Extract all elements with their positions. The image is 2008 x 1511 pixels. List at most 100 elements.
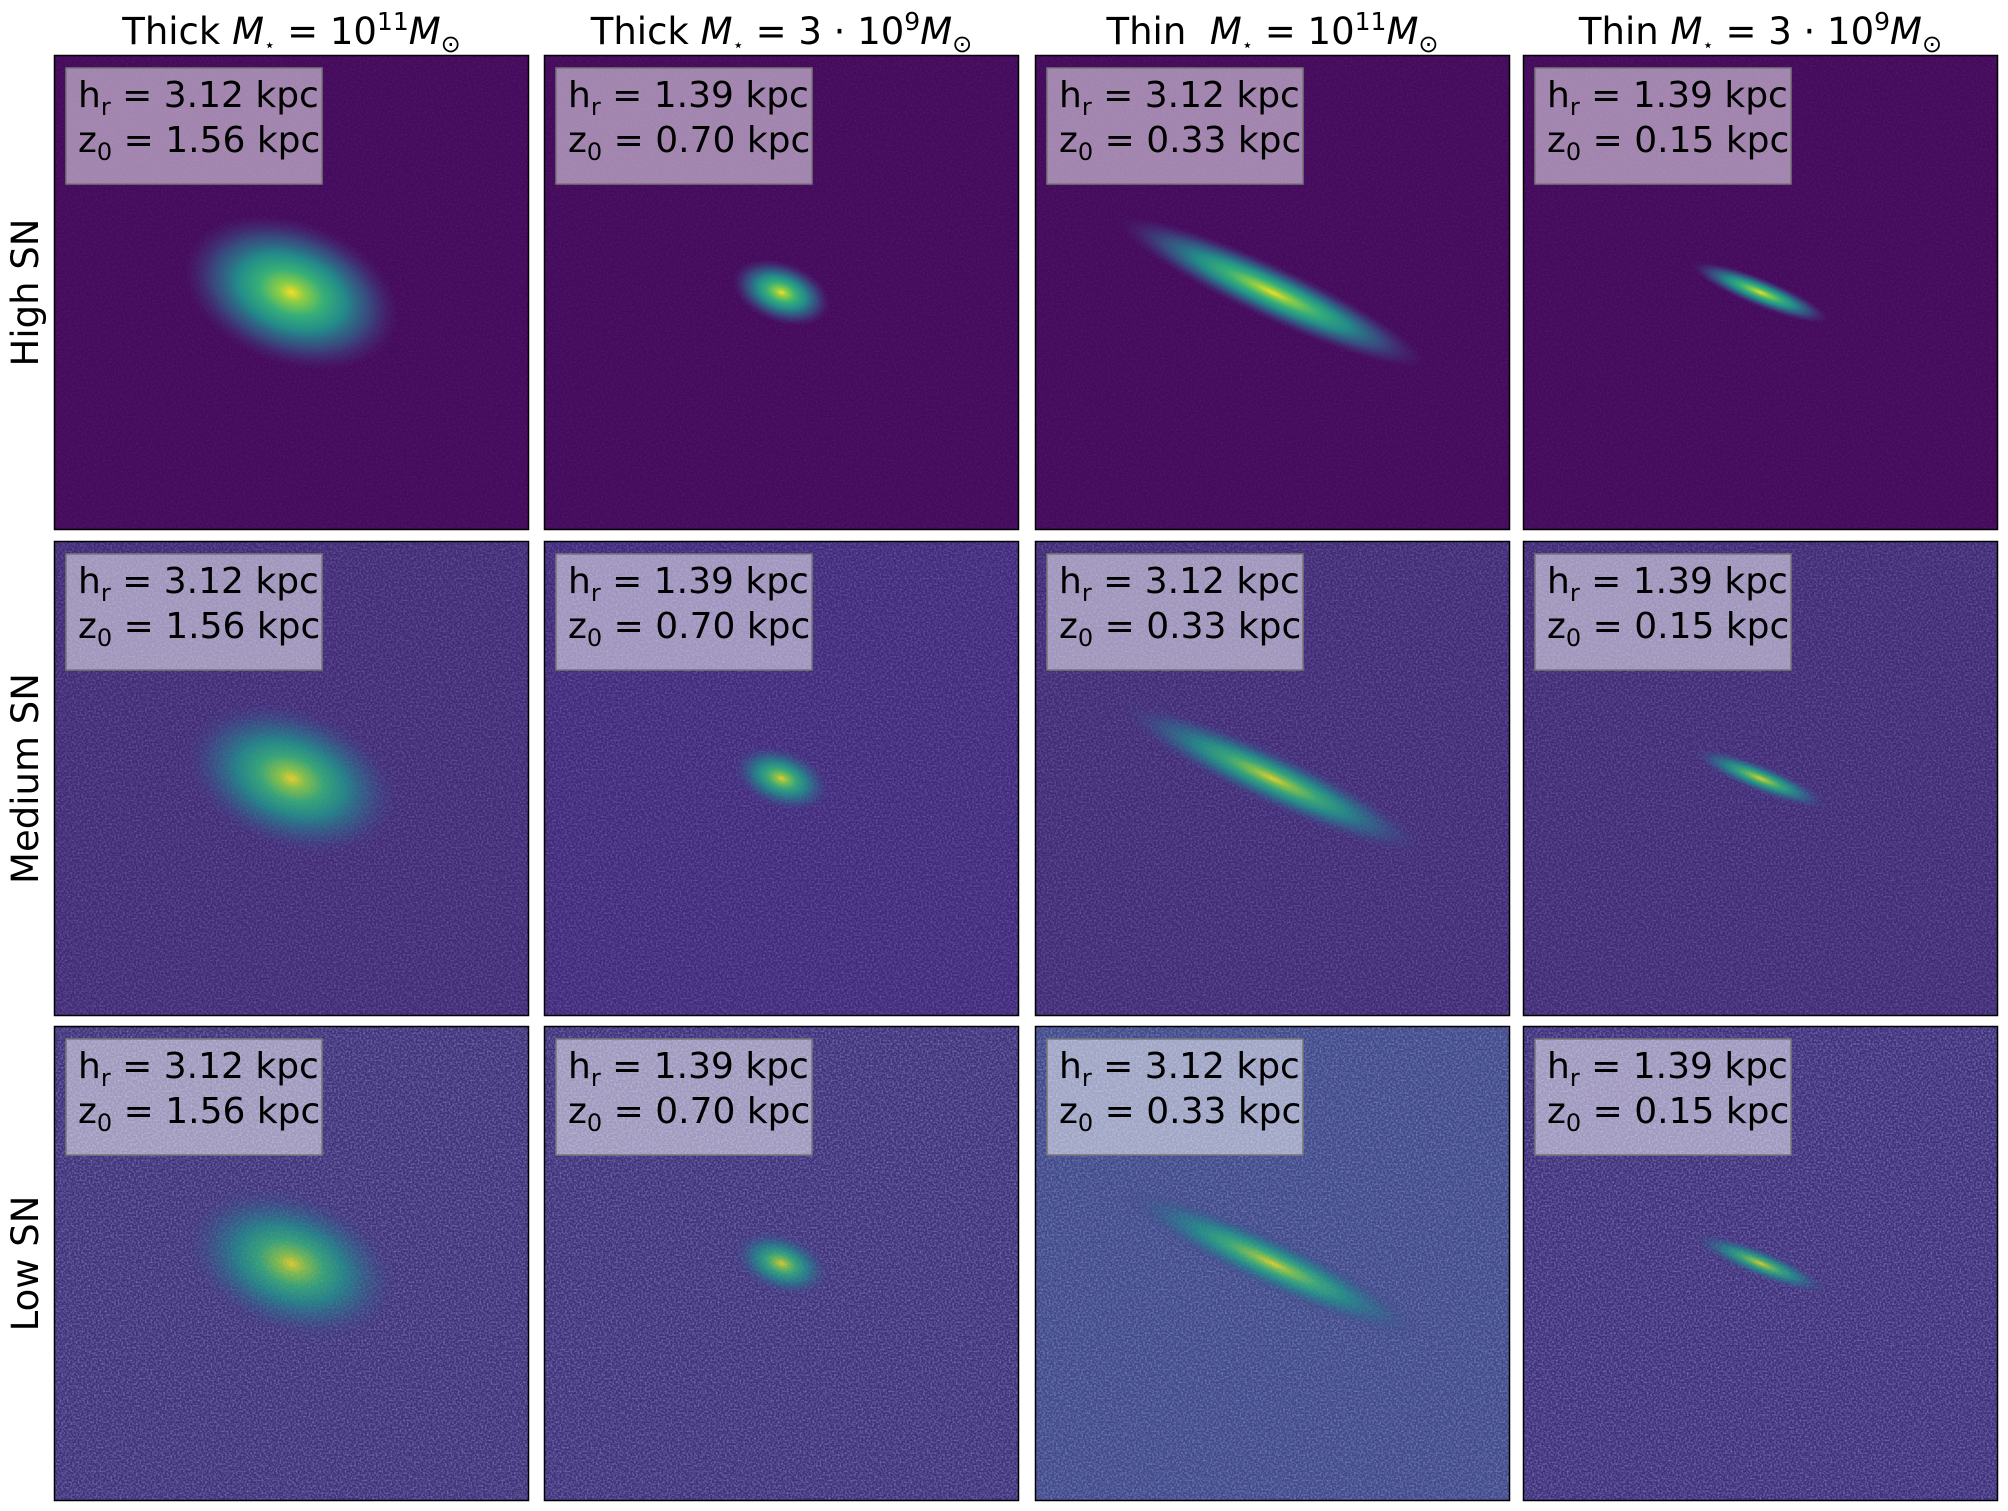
- galaxy: [183, 1185, 400, 1342]
- label-box: [65, 67, 323, 185]
- label-h-value: = 1.39 kpc: [1580, 1046, 1788, 1087]
- label-box: [65, 1038, 323, 1156]
- title-symbol: M: [1670, 10, 1702, 53]
- label-h-value: = 3.12 kpc: [111, 561, 319, 602]
- panel-border: [543, 540, 1020, 1017]
- label-z: z0 = 0.15 kpc: [1547, 606, 1789, 652]
- label-h-sub: r: [1570, 579, 1580, 607]
- title-symbol: M: [1210, 10, 1242, 53]
- title-exp: 9: [904, 7, 920, 36]
- label-h-sub: r: [591, 93, 601, 121]
- title-name: Thick: [590, 10, 701, 53]
- label-z: z0 = 0.70 kpc: [568, 120, 810, 166]
- column-title: Thin M⋆ = 1011M⊙: [1106, 7, 1439, 58]
- label-z-symbol: z: [78, 1091, 97, 1132]
- title-exp: 9: [1874, 7, 1890, 36]
- label-z: z0 = 0.33 kpc: [1059, 606, 1301, 652]
- label-z-value: = 1.56 kpc: [112, 120, 320, 161]
- label-box: [555, 1038, 813, 1156]
- label-z: z0 = 0.70 kpc: [568, 1091, 810, 1137]
- label-z-symbol: z: [1059, 120, 1078, 161]
- title-eq: = 3 · 10: [744, 10, 904, 53]
- label-z-value: = 0.15 kpc: [1581, 1091, 1789, 1132]
- label-z-symbol: z: [1547, 606, 1566, 647]
- row-label: Medium SN: [4, 673, 47, 884]
- label-z: z0 = 1.56 kpc: [78, 1091, 320, 1137]
- title-unit-sub: ⊙: [952, 30, 972, 58]
- label-z-value: = 0.33 kpc: [1093, 120, 1301, 161]
- column-title: Thin M⋆ = 3 · 109M⊙: [1578, 7, 1942, 58]
- label-z-sub: 0: [1078, 624, 1093, 652]
- label-z-value: = 0.70 kpc: [602, 120, 810, 161]
- label-z-value: = 1.56 kpc: [112, 1091, 320, 1132]
- label-z-symbol: z: [1059, 1091, 1078, 1132]
- title-exp: 11: [377, 7, 409, 36]
- label-h: hr = 1.39 kpc: [1547, 75, 1788, 121]
- label-z-symbol: z: [568, 120, 587, 161]
- label-z-value: = 0.15 kpc: [1581, 606, 1789, 647]
- label-z-sub: 0: [1078, 138, 1093, 166]
- panel-border: [1034, 540, 1511, 1017]
- label-box: [1534, 67, 1792, 185]
- label-h-sub: r: [1082, 93, 1092, 121]
- label-h-symbol: h: [1059, 1046, 1082, 1087]
- label-z-sub: 0: [587, 624, 602, 652]
- label-h-symbol: h: [1059, 75, 1082, 116]
- title-unit-sub: ⊙: [1922, 30, 1942, 58]
- label-h-symbol: h: [1547, 75, 1570, 116]
- panel-border: [1522, 540, 1999, 1017]
- label-box: [65, 553, 323, 671]
- label-z-sub: 0: [1566, 1109, 1581, 1137]
- label-h: hr = 3.12 kpc: [78, 1046, 319, 1092]
- label-z-value: = 1.56 kpc: [112, 606, 320, 647]
- panel-border: [1522, 54, 1999, 531]
- label-z-sub: 0: [97, 1109, 112, 1137]
- label-h: hr = 3.12 kpc: [1059, 561, 1300, 607]
- label-h-sub: r: [1082, 579, 1092, 607]
- title-symbol-sub: ⋆: [733, 35, 744, 56]
- label-z-symbol: z: [568, 606, 587, 647]
- label-h-sub: r: [101, 93, 111, 121]
- panel-border: [53, 1025, 530, 1502]
- title-symbol: M: [232, 10, 264, 53]
- panel-border: [543, 54, 1020, 531]
- title-eq: = 3 · 10: [1714, 10, 1874, 53]
- title-eq: = 10: [1253, 10, 1355, 53]
- title-symbol: M: [701, 10, 733, 53]
- galaxy: [1692, 1232, 1829, 1295]
- label-z-symbol: z: [78, 120, 97, 161]
- title-unit: M: [409, 10, 441, 53]
- title-exp: 11: [1355, 7, 1387, 36]
- label-z-sub: 0: [1566, 138, 1581, 166]
- title-eq: = 10: [275, 10, 377, 53]
- galaxy: [183, 700, 400, 857]
- label-h-value: = 1.39 kpc: [601, 75, 809, 116]
- label-h-symbol: h: [568, 1046, 591, 1087]
- label-box: [1534, 553, 1792, 671]
- label-h-symbol: h: [78, 75, 101, 116]
- galaxy: [1119, 703, 1426, 854]
- label-box: [1046, 553, 1304, 671]
- label-z-value: = 0.33 kpc: [1093, 606, 1301, 647]
- label-h-sub: r: [1570, 93, 1580, 121]
- label-z-value: = 0.15 kpc: [1581, 120, 1789, 161]
- label-z-symbol: z: [1547, 120, 1566, 161]
- column-title: Thick M⋆ = 3 · 109M⊙: [590, 7, 972, 58]
- label-h: hr = 1.39 kpc: [568, 561, 809, 607]
- label-h-sub: r: [1570, 1064, 1580, 1092]
- label-z-symbol: z: [1547, 1091, 1566, 1132]
- label-z: z0 = 1.56 kpc: [78, 120, 320, 166]
- column-title: Thick M⋆ = 1011M⊙: [121, 7, 461, 58]
